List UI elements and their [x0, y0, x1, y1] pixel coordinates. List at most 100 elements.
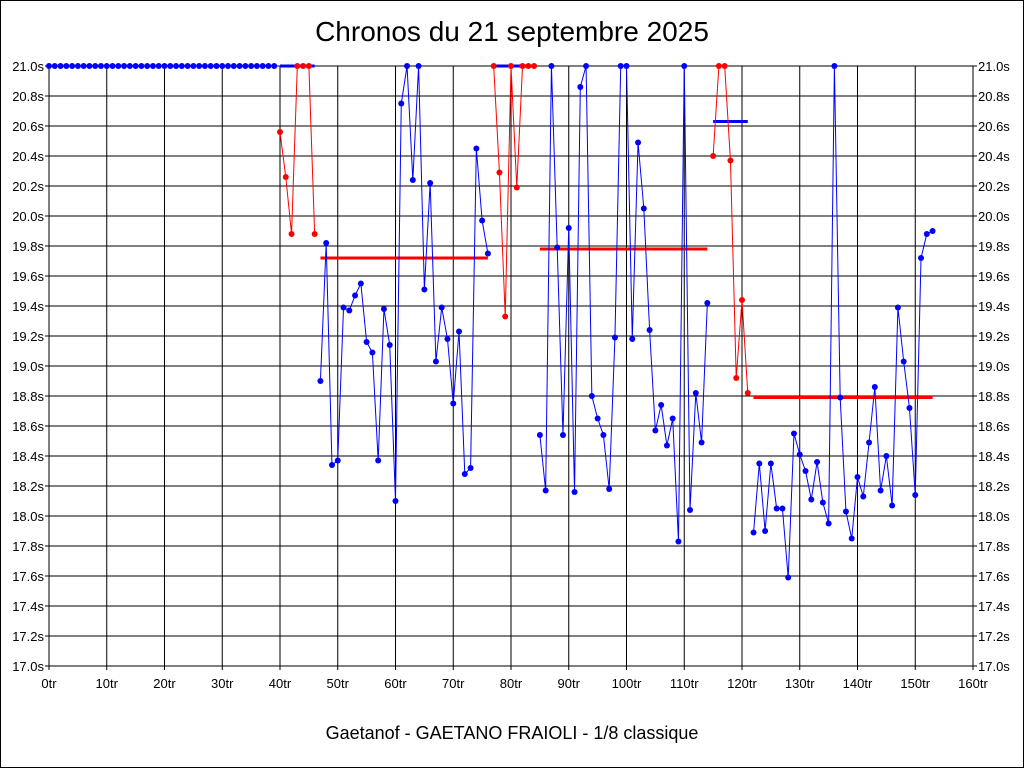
data-point [300, 63, 307, 69]
y-tick-label-left: 17.6s [12, 569, 44, 584]
series-line [753, 65, 933, 578]
y-tick-label-left: 18.2s [12, 479, 44, 494]
data-point [802, 468, 809, 474]
data-point [456, 328, 463, 335]
data-point [750, 529, 757, 536]
data-point [860, 493, 867, 500]
data-point [248, 63, 255, 69]
data-point [900, 358, 907, 365]
data-point [704, 300, 711, 306]
data-point [588, 393, 595, 399]
y-tick-label-left: 19.8s [12, 239, 44, 254]
data-point [432, 358, 439, 365]
y-tick-label-right: 20.8s [978, 89, 1010, 104]
data-point [629, 336, 636, 342]
x-tick-label: 70tr [442, 676, 465, 691]
data-point [513, 184, 520, 191]
data-point [161, 63, 168, 69]
x-tick-label: 40tr [269, 676, 292, 691]
data-point [906, 405, 913, 411]
data-point [46, 63, 52, 69]
y-tick-label-left: 20.8s [12, 89, 44, 104]
data-point [363, 339, 370, 345]
x-tick-label: 110tr [670, 676, 699, 691]
data-point [814, 459, 821, 465]
data-point [894, 304, 901, 311]
y-tick-label-left: 20.4s [12, 149, 44, 164]
x-tick-label: 30tr [211, 676, 234, 691]
data-point [115, 63, 122, 69]
data-point [808, 496, 815, 503]
data-point [421, 286, 428, 293]
data-point [392, 498, 399, 504]
x-tick-label: 90tr [558, 676, 581, 691]
data-point [698, 439, 705, 446]
y-tick-label-left: 19.0s [12, 359, 44, 374]
data-point [155, 63, 162, 69]
data-point [51, 63, 58, 69]
data-point [173, 63, 180, 69]
data-point [357, 280, 364, 287]
data-point [918, 255, 925, 261]
data-point [305, 63, 312, 69]
data-point [340, 304, 347, 311]
data-point [767, 460, 774, 467]
data-point [190, 63, 197, 69]
data-point [658, 402, 665, 408]
data-point [606, 486, 613, 492]
x-tick-label: 160tr [958, 676, 988, 691]
y-tick-label-right: 18.4s [978, 449, 1010, 464]
data-point [490, 63, 497, 69]
x-tick-label: 120tr [727, 676, 757, 691]
data-point [265, 63, 272, 69]
data-point [415, 63, 422, 69]
data-point [871, 384, 878, 390]
data-point [450, 400, 457, 407]
data-point [762, 528, 769, 534]
data-point [525, 63, 532, 69]
data-point [69, 63, 76, 69]
data-point [842, 508, 849, 515]
y-tick-label-left: 20.0s [12, 209, 44, 224]
data-point [635, 139, 642, 146]
data-point [583, 63, 590, 69]
series-line [539, 65, 708, 542]
y-tick-label-left: 17.2s [12, 629, 44, 644]
data-point [317, 378, 324, 384]
y-tick-label-left: 19.4s [12, 299, 44, 314]
series-line [279, 65, 316, 235]
data-point [242, 63, 249, 69]
data-point [126, 63, 133, 69]
data-point [565, 225, 572, 231]
y-tick-label-right: 19.6s [978, 269, 1010, 284]
data-point [848, 535, 855, 542]
y-tick-label-right: 20.2s [978, 179, 1010, 194]
x-tick-label: 80tr [500, 676, 523, 691]
data-point [225, 63, 232, 69]
y-tick-label-right: 19.4s [978, 299, 1010, 314]
data-point [277, 129, 283, 135]
y-tick-label-left: 21.0s [12, 59, 44, 74]
data-point [617, 63, 624, 69]
x-tick-label: 150tr [900, 676, 930, 691]
data-point [109, 63, 116, 69]
data-point [837, 394, 844, 401]
y-tick-label-right: 18.8s [978, 389, 1010, 404]
data-point [380, 306, 387, 312]
data-point [282, 174, 289, 180]
y-tick-label-left: 17.0s [12, 659, 44, 674]
data-point [542, 487, 549, 494]
y-tick-label-left: 17.4s [12, 599, 44, 614]
data-point [675, 538, 682, 545]
data-point [923, 231, 930, 237]
y-tick-label-left: 19.6s [12, 269, 44, 284]
data-point [438, 304, 445, 311]
data-point [230, 63, 237, 69]
data-point [444, 336, 451, 342]
data-point [201, 63, 208, 69]
data-point [877, 487, 884, 494]
data-point [883, 453, 890, 459]
data-point [132, 63, 139, 69]
data-point [692, 390, 699, 396]
